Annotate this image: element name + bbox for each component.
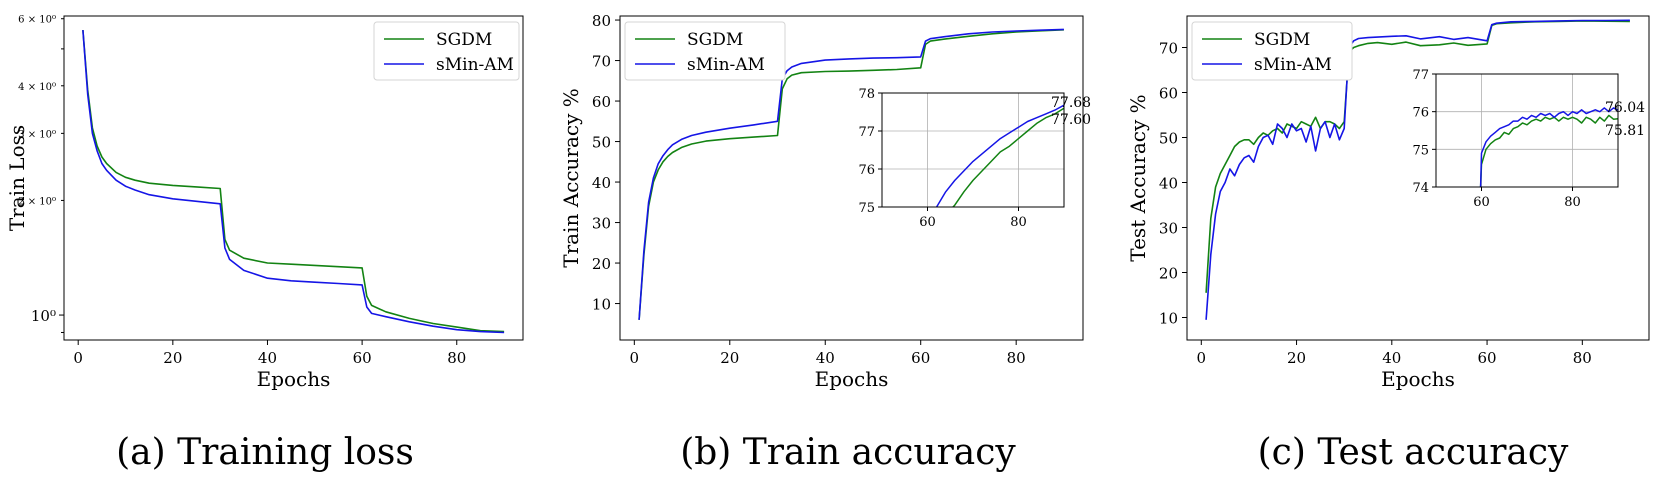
x-tick-label: 40 [258,349,277,367]
y-tick-label: 10 [592,296,611,314]
inset-annotation-sgdm: 77.60 [1051,112,1091,128]
legend-label-sgdm: SGDM [1254,30,1310,50]
chart-panel-1: 0 20 40 60 80 10⁰ 2 × 10⁰ 3 × 10⁰ 4 × 10⁰ 6 × 10⁰… [5,15,524,473]
y-tick-label: 70 [1159,40,1178,58]
plot-frame [63,15,524,341]
inset-annotation-smin-am: 76.04 [1605,100,1645,116]
chart-panel-2: 0 20 40 60 80 10 20 30 40 50 60 70 80 Epochs Train Acc… [559,12,1091,473]
legend-label-smin-am: sMin-AM [1254,55,1332,75]
x-axis-label: Epochs [257,367,331,391]
series-lines [82,30,505,334]
x-tick-label: 80 [1573,349,1592,367]
y-tick-label: 10⁰ [31,307,56,325]
y-tick-label: 50 [1159,130,1178,148]
x-axis-label: Epochs [1381,367,1455,391]
y-tick-label: 60 [592,93,611,111]
y-tick-label: 30 [592,215,611,233]
inset-series-lines [935,104,1064,207]
inset-frame [1435,73,1619,188]
inset-x-tick-label: 80 [1564,195,1581,210]
plot-frame [1186,15,1650,341]
y-tick-label: 50 [592,134,611,152]
y-tick-label: 20 [1159,265,1178,283]
series-lines [1205,19,1630,320]
inset-background [1436,74,1618,187]
legend: SGDM sMin-AM [373,21,520,81]
plot-frame [619,15,1084,341]
chart-caption: (c) Test accuracy [1258,432,1569,473]
x-tick-label: 60 [1478,349,1497,367]
inset-y-tick-label: 75 [1412,143,1429,158]
y-tick-label: 2 × 10⁰ [18,196,56,207]
inset-annotation-smin-am: 77.68 [1051,95,1091,111]
y-tick-label: 20 [592,255,611,273]
inset-y-tick-label: 76 [858,163,875,178]
inset-y-tick-label: 74 [1412,181,1429,196]
chart-caption: (a) Training loss [116,432,414,473]
inset-series-line-sgdm [1479,114,1618,187]
legend-label-smin-am: sMin-AM [436,55,514,75]
inset-series-line-smin-am [1479,107,1618,187]
x-tick-label: 80 [447,349,466,367]
inset-series-lines [1479,107,1618,187]
inset-y-tick-label: 77 [858,125,875,140]
inset-y-tick-label: 77 [1412,68,1429,83]
inset-background [882,93,1064,207]
x-tick-label: 40 [1382,349,1401,367]
legend-label-sgdm: SGDM [436,30,492,50]
y-axis-label: Test Accuracy % [1126,94,1150,261]
x-tick-label: 40 [816,349,835,367]
x-tick-label: 0 [1197,349,1207,367]
legend-label-sgdm: SGDM [687,30,743,50]
x-tick-label: 20 [1287,349,1306,367]
inset-chart: 60 80 74 75 76 77 76.04 75.81 [1412,68,1645,210]
legend: SGDM sMin-AM [624,21,786,81]
legend-label-smin-am: sMin-AM [687,55,765,75]
y-tick-label: 40 [1159,175,1178,193]
inset-x-tick-label: 80 [1010,215,1027,230]
inset-series-line-sgdm [951,107,1064,207]
legend-box [1191,21,1353,81]
inset-y-tick-label: 75 [858,201,875,216]
series-line-smin-am [82,30,505,334]
series-line-smin-am [1205,19,1630,320]
series-line-sgdm [82,30,505,333]
y-tick-label: 6 × 10⁰ [18,15,56,26]
y-tick-label: 30 [1159,220,1178,238]
inset-y-tick-label: 78 [858,87,875,102]
chart-caption: (b) Train accuracy [680,432,1016,473]
chart-panel-3: 0 20 40 60 80 10 20 30 40 50 60 70 Epochs Test Accura… [1126,15,1650,473]
inset-annotation-sgdm: 75.81 [1605,123,1645,139]
legend-box [624,21,786,81]
x-tick-label: 60 [911,349,930,367]
y-tick-label: 70 [592,53,611,71]
series-line-sgdm [638,29,1064,320]
inset-x-tick-label: 60 [919,215,936,230]
x-tick-label: 60 [353,349,372,367]
x-tick-label: 80 [1007,349,1026,367]
y-tick-label: 60 [1159,85,1178,103]
inset-frame [881,92,1065,208]
inset-series-line-smin-am [935,104,1064,207]
x-tick-label: 20 [163,349,182,367]
x-axis-label: Epochs [815,367,889,391]
series-lines [638,28,1064,320]
inset-y-tick-label: 76 [1412,106,1429,121]
x-tick-label: 0 [630,349,640,367]
x-tick-label: 0 [73,349,83,367]
legend-box [373,21,520,81]
y-axis-label: Train Loss [5,125,29,231]
y-axis-label: Train Accuracy % [559,88,583,268]
x-tick-label: 20 [720,349,739,367]
y-tick-label: 4 × 10⁰ [18,82,56,93]
y-tick-label: 80 [592,12,611,30]
y-tick-label: 3 × 10⁰ [18,129,56,140]
y-tick-label: 10 [1159,310,1178,328]
legend: SGDM sMin-AM [1191,21,1353,81]
y-tick-label: 40 [592,174,611,192]
series-line-smin-am [638,28,1064,320]
inset-x-tick-label: 60 [1473,195,1490,210]
